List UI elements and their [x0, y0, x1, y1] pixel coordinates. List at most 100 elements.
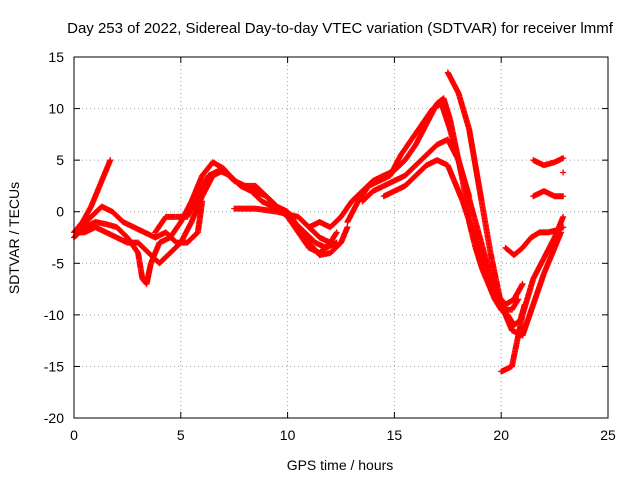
plus-markers-segment [530, 256, 547, 282]
plus-markers-segment [145, 249, 162, 266]
y-tick-label: -15 [44, 358, 64, 374]
plus-markers-segment [444, 136, 461, 162]
series-track-12 [498, 213, 567, 375]
plus-markers-segment [423, 142, 440, 158]
plus-markers-segment [478, 265, 491, 286]
plus-markers-segment [397, 137, 414, 158]
plus-markers-segment [408, 122, 425, 143]
plus-markers-segment [540, 235, 557, 262]
plus-markers-segment [199, 160, 216, 179]
x-tick-label: 20 [493, 427, 509, 443]
plus-markers-segment [135, 239, 151, 256]
series-track-11 [444, 69, 565, 339]
plus-markers-segment [338, 224, 351, 246]
x-axis-label: GPS time / hours [287, 457, 394, 473]
plus-markers-segment [109, 208, 126, 225]
plus-markers-segment [226, 172, 243, 188]
plus-markers-segment [295, 213, 311, 230]
plus-markers-segment [263, 193, 279, 209]
plus-markers-segment [519, 235, 534, 251]
plus-markers-segment [412, 122, 429, 148]
plus-markers-segment [344, 199, 361, 226]
series-track-4 [77, 198, 206, 246]
plus-markers-segment [444, 69, 461, 95]
plus-markers-segment [459, 198, 474, 229]
plus-markers-segment [184, 230, 200, 246]
plus-markers-segment [162, 229, 179, 245]
plus-markers-segment [468, 224, 483, 255]
plus-markers-segment [301, 229, 318, 245]
y-tick-label: 15 [48, 49, 64, 65]
plus-markers-segment [455, 157, 473, 200]
plus-markers-segment [348, 189, 365, 205]
plus-markers-segment [194, 173, 211, 200]
plus-markers-segment [156, 250, 173, 267]
series-track-6 [231, 205, 334, 246]
axis-ticks: 0 5 10 15 20 25 -20 -15 -10 -5 0 5 10 15 [44, 49, 616, 443]
x-tick-label: 15 [387, 427, 403, 443]
plus-markers-segment [77, 214, 94, 231]
plus-markers-segment [327, 240, 344, 256]
plus-markers-segment [551, 229, 565, 251]
series-track-15 [530, 155, 567, 169]
plus-markers-segment [519, 302, 536, 339]
plus-markers-segment [498, 301, 515, 333]
plus-markers-segment [135, 249, 146, 281]
series-track-9 [359, 136, 473, 205]
plus-markers-segment [316, 234, 334, 246]
plus-markers-segment [305, 239, 322, 258]
x-tick-label: 5 [177, 427, 185, 443]
plus-markers-segment [88, 204, 104, 220]
plus-markers-segment [355, 184, 372, 205]
plus-markers-segment [551, 193, 567, 200]
plus-markers-segment [152, 214, 169, 236]
plus-markers-segment [412, 163, 429, 179]
plus-markers-segment [485, 270, 500, 296]
chart-title: Day 253 of 2022, Sidereal Day-to-day VTE… [67, 20, 614, 37]
plus-markers-segment [291, 219, 307, 235]
x-tick-label: 10 [280, 427, 296, 443]
series-track-16 [560, 169, 567, 176]
plus-markers-segment [485, 280, 498, 302]
plus-markers-segment [487, 249, 504, 307]
plus-markers-segment [508, 313, 526, 370]
plus-markers-segment [540, 246, 558, 277]
plus-marker [560, 169, 567, 176]
plus-markers-segment [88, 184, 103, 210]
plus-markers-segment [466, 126, 483, 193]
plus-markers-segment [387, 153, 404, 179]
plus-markers-segment [188, 173, 205, 205]
plus-markers-segment [440, 95, 453, 121]
x-tick-label: 0 [70, 427, 78, 443]
plus-markers-segment [455, 90, 472, 131]
x-tick-label: 25 [600, 427, 616, 443]
data-marks [71, 69, 567, 375]
plus-markers-segment [451, 177, 466, 204]
plus-markers-segment [359, 189, 376, 205]
plus-markers-segment [438, 100, 453, 131]
series-track-13 [502, 224, 567, 259]
plus-markers-segment [476, 188, 494, 255]
plus-markers-segment [476, 249, 491, 276]
plus-markers-segment [472, 219, 487, 255]
y-tick-label: 0 [56, 204, 64, 220]
y-axis-label: SDTVAR / TECUs [6, 182, 22, 294]
series-track-14 [530, 188, 567, 200]
plus-markers-segment [209, 159, 226, 171]
plus-markers-segment [402, 173, 418, 189]
plus-markers-segment [402, 142, 418, 164]
plus-markers-segment [194, 198, 206, 236]
plus-markers-segment [553, 224, 567, 234]
y-tick-label: -20 [44, 410, 64, 426]
plus-markers-segment [402, 163, 418, 179]
plus-markers-segment [199, 173, 216, 200]
plus-markers-segment [338, 199, 354, 220]
plus-markers-segment [444, 162, 457, 183]
y-tick-label: 5 [56, 152, 64, 168]
y-tick-label: -5 [52, 255, 65, 271]
plus-markers-segment [412, 152, 429, 169]
plus-markers-segment [96, 157, 114, 189]
plus-markers-segment [530, 271, 547, 308]
plot-frame [73, 56, 609, 419]
